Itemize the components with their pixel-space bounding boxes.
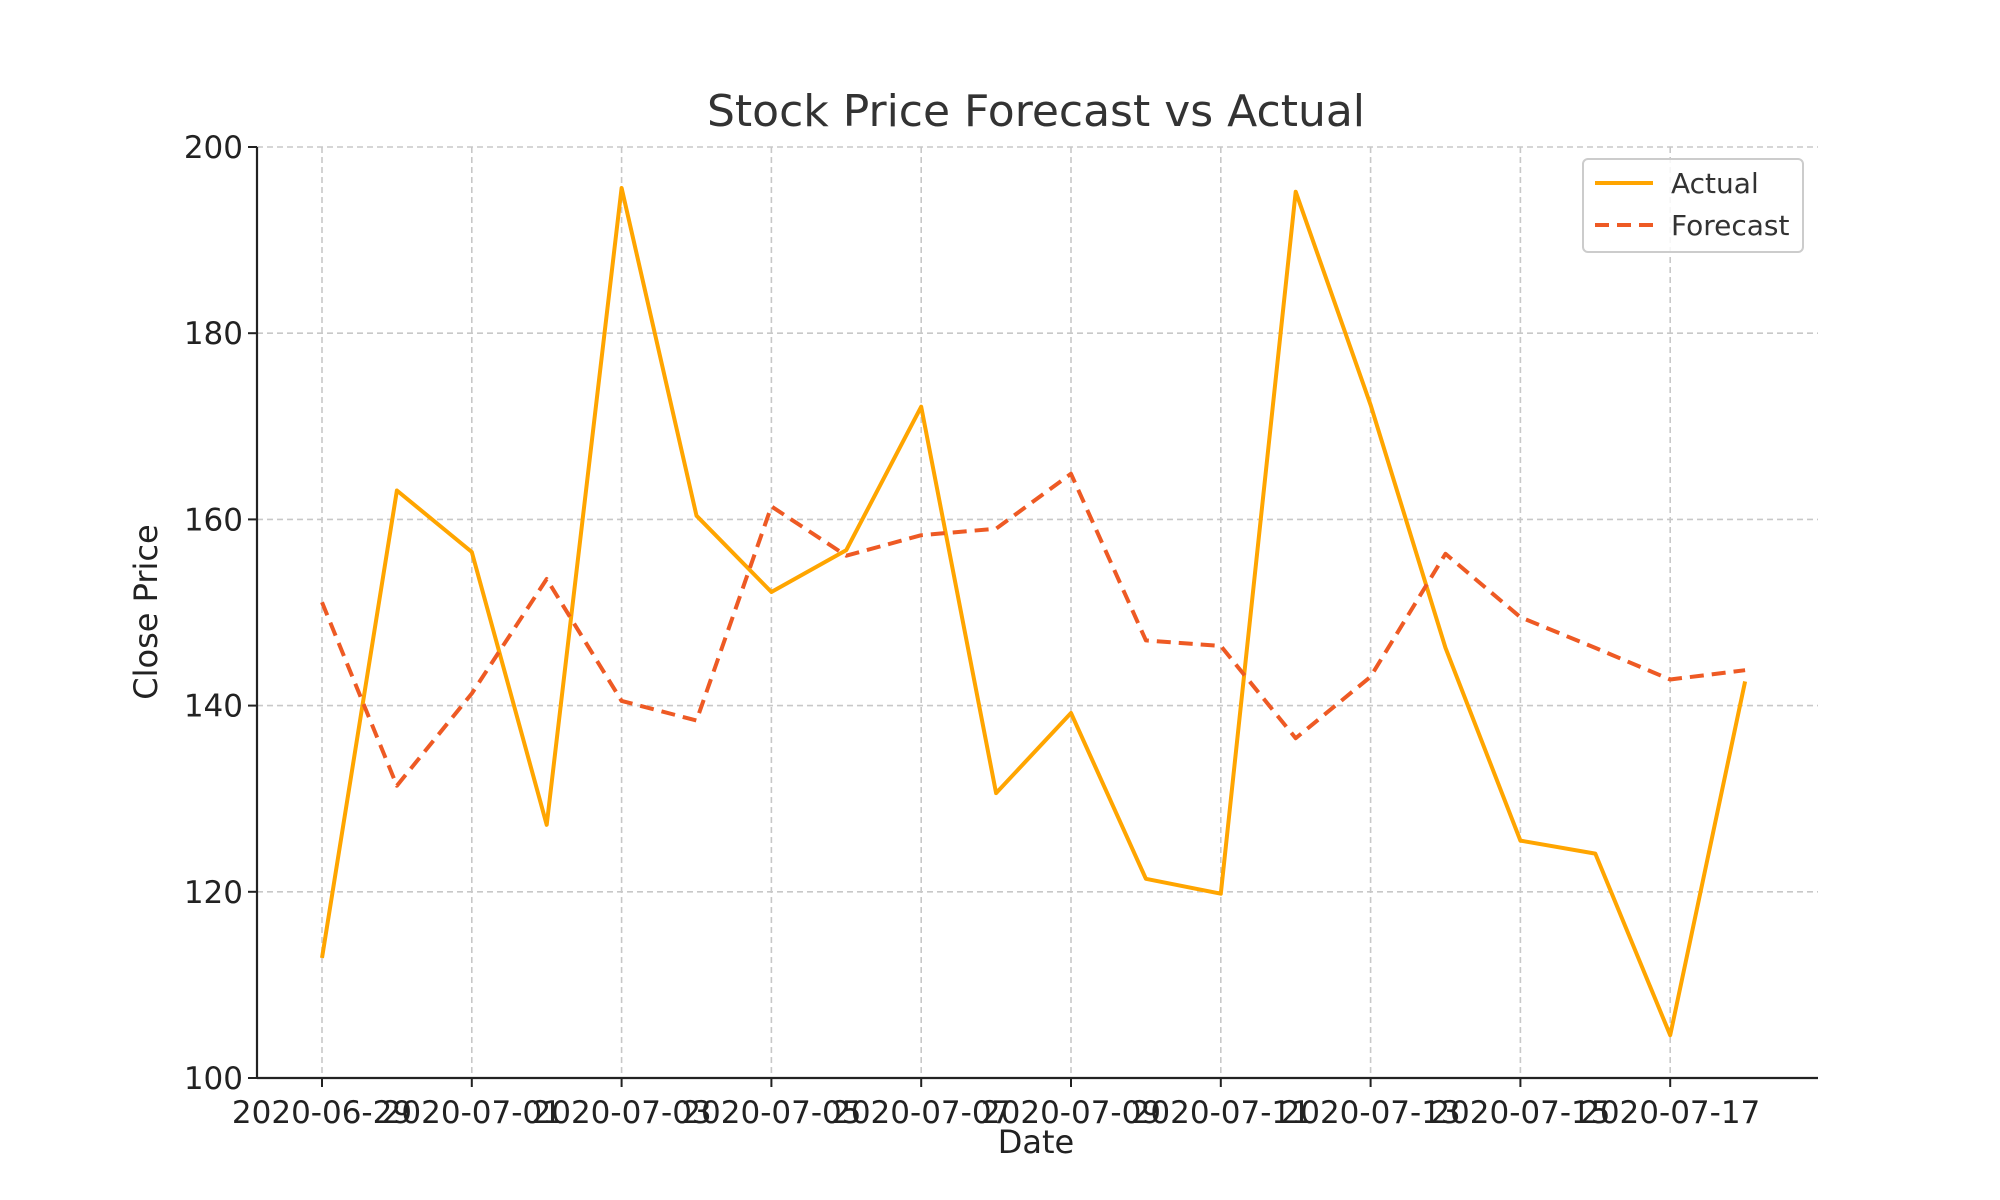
y-tick-label: 160 bbox=[184, 502, 243, 538]
x-axis-label: Date bbox=[998, 1123, 1074, 1161]
grid-lines bbox=[257, 146, 1818, 1079]
x-tick-label: 2020-06-29 bbox=[232, 1095, 412, 1131]
y-tick-label: 100 bbox=[184, 1061, 243, 1097]
x-tick-label: 2020-07-15 bbox=[1430, 1095, 1610, 1131]
y-axis-ticks: 100 120 140 160 180 200 bbox=[184, 130, 257, 1097]
y-tick-label: 180 bbox=[184, 316, 243, 352]
series-lines bbox=[320, 186, 1748, 1038]
x-tick-label: 2020-07-01 bbox=[382, 1095, 562, 1131]
x-tick-label: 2020-07-09 bbox=[981, 1095, 1161, 1131]
chart-title: Stock Price Forecast vs Actual bbox=[707, 86, 1365, 137]
y-tick-label: 120 bbox=[184, 875, 243, 911]
x-axis-ticks: 2020-06-292020-07-012020-07-032020-07-05… bbox=[232, 1078, 1760, 1131]
y-tick-label: 140 bbox=[184, 689, 243, 725]
x-tick-label: 2020-07-17 bbox=[1580, 1095, 1760, 1131]
legend-label-actual: Actual bbox=[1671, 167, 1759, 200]
y-axis-label: Close Price bbox=[127, 524, 165, 699]
x-tick-label: 2020-07-07 bbox=[831, 1095, 1011, 1131]
x-tick-label: 2020-07-11 bbox=[1131, 1095, 1311, 1131]
x-tick-label: 2020-07-03 bbox=[532, 1095, 712, 1131]
axes bbox=[255, 147, 1818, 1080]
legend: Actual Forecast bbox=[1582, 158, 1804, 253]
y-tick-label: 200 bbox=[184, 130, 243, 166]
series-line-actual bbox=[320, 186, 1748, 1038]
series-line-forecast bbox=[320, 471, 1746, 788]
x-tick-label: 2020-07-13 bbox=[1281, 1095, 1461, 1131]
x-tick-label: 2020-07-05 bbox=[681, 1095, 861, 1131]
legend-label-forecast: Forecast bbox=[1671, 209, 1790, 242]
